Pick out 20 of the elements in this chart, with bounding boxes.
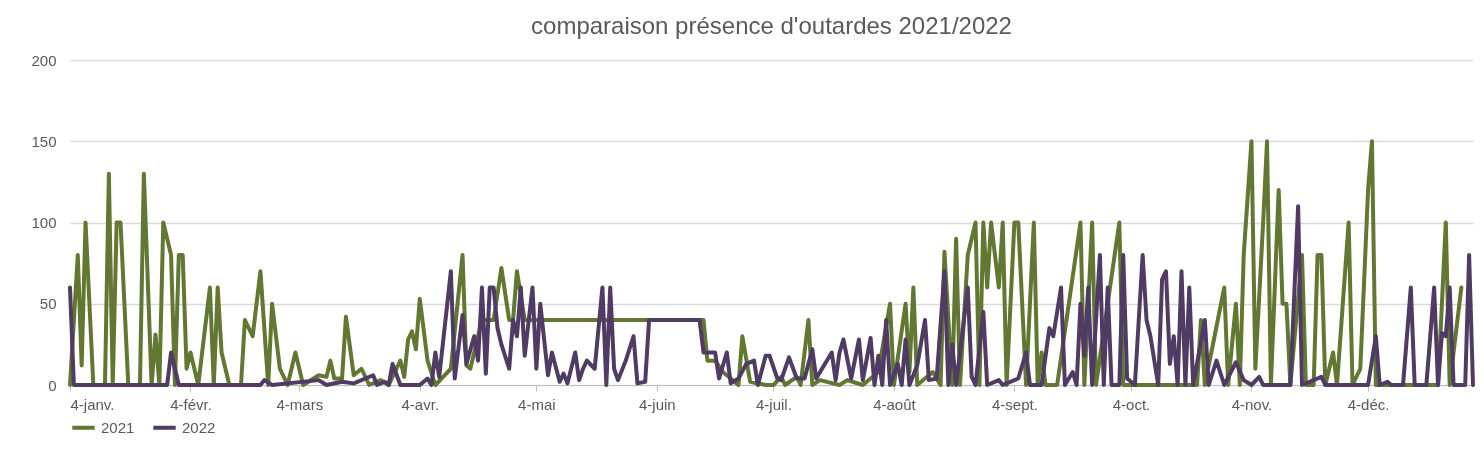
chart-title: comparaison présence d'outardes 2021/2022 xyxy=(531,12,1012,39)
x-tick-label: 4-nov. xyxy=(1231,395,1273,413)
x-tick-label: 4-juin xyxy=(639,395,676,413)
y-tick-label: 100 xyxy=(31,214,57,231)
y-tick-label: 0 xyxy=(48,376,57,394)
x-tick-label: 4-juil. xyxy=(756,395,792,413)
x-tick-label: 4-déc. xyxy=(1347,395,1390,413)
x-tick-label: 4-oct. xyxy=(1112,395,1151,413)
x-tick-label: 4-sept. xyxy=(991,395,1038,413)
y-tick-label: 200 xyxy=(31,51,57,69)
legend-label: 2021 xyxy=(101,418,135,436)
y-tick-label: 50 xyxy=(39,295,57,313)
y-tick-label: 150 xyxy=(31,132,57,150)
x-tick-label: 4-févr. xyxy=(170,395,212,413)
legend-label: 2022 xyxy=(182,418,216,436)
x-tick-label: 4-mai xyxy=(518,395,556,413)
x-tick-label: 4-janv. xyxy=(70,395,115,413)
x-tick-label: 4-mars xyxy=(276,395,324,413)
x-tick-label: 4-août xyxy=(873,395,917,413)
x-tick-label: 4-avr. xyxy=(401,395,440,413)
